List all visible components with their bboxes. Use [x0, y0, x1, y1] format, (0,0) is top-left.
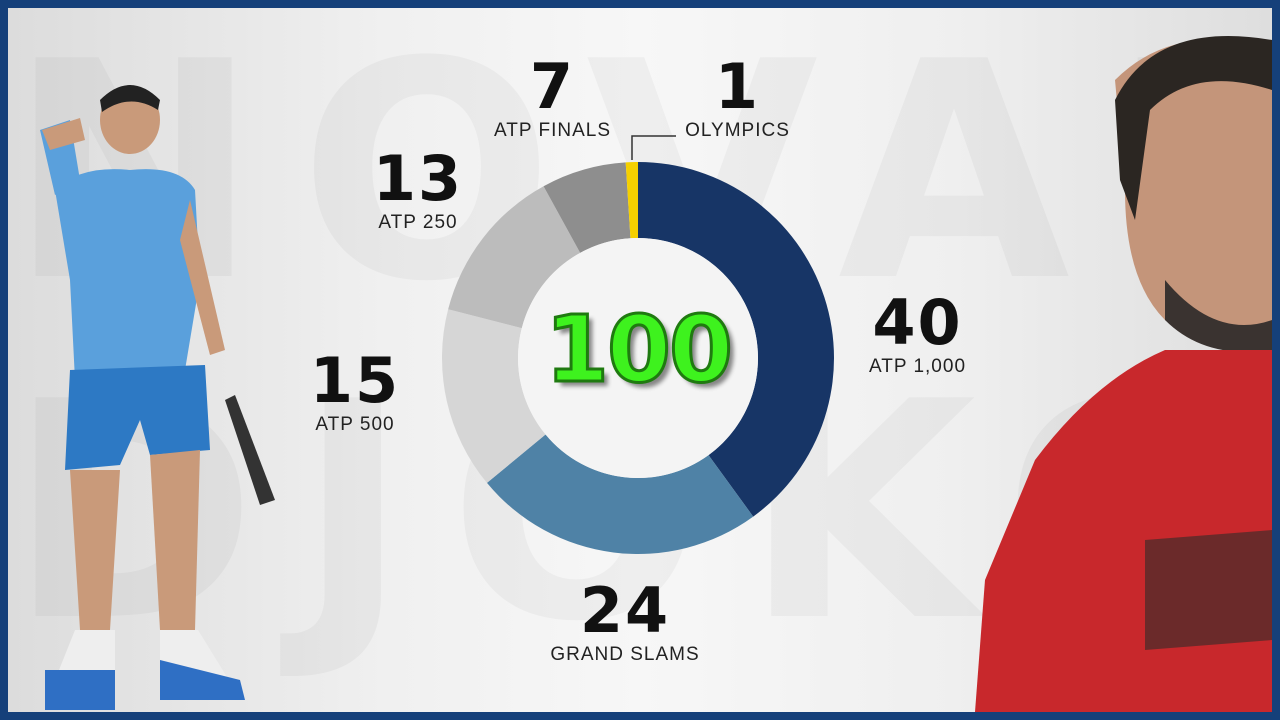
donut-segment-atp-250 — [448, 186, 581, 329]
donut-hole — [518, 238, 758, 478]
caption-atp-500: ATP 500 — [315, 414, 395, 435]
caption-atp-1000: ATP 1,000 — [868, 356, 967, 377]
label-atp-finals: 7 ATP FINALS — [485, 56, 620, 142]
label-olympics: 1 OLYMPICS — [675, 56, 800, 142]
label-atp-500: 15 ATP 500 — [295, 350, 415, 436]
player-photo-left — [40, 85, 275, 710]
label-atp-1000: 40 ATP 1,000 — [850, 292, 985, 378]
value-olympics: 1 — [714, 50, 761, 123]
value-atp-finals: 7 — [529, 50, 576, 123]
value-grand-slams: 24 — [579, 574, 671, 647]
caption-atp-finals: ATP FINALS — [494, 120, 611, 141]
caption-olympics: OLYMPICS — [685, 120, 790, 141]
donut-segment-atp-finals — [543, 162, 631, 253]
donut-segment-olympics — [625, 162, 638, 239]
value-atp-1000: 40 — [872, 286, 963, 359]
label-atp-250: 13 ATP 250 — [358, 148, 478, 234]
label-grand-slams: 24 GRAND SLAMS — [525, 580, 725, 666]
donut-segment-atp-1-000 — [638, 162, 834, 517]
value-atp-500: 15 — [309, 344, 401, 417]
caption-grand-slams: GRAND SLAMS — [550, 644, 700, 665]
total-titles: 100 — [543, 296, 734, 403]
caption-atp-250: ATP 250 — [378, 212, 458, 233]
value-atp-250: 13 — [372, 142, 464, 215]
donut-segment-grand-slams — [486, 434, 754, 554]
donut-segment-atp-500 — [442, 309, 546, 483]
player-photo-right — [975, 36, 1272, 712]
